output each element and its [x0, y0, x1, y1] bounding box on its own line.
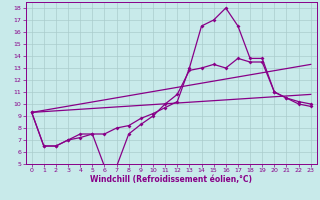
X-axis label: Windchill (Refroidissement éolien,°C): Windchill (Refroidissement éolien,°C)	[90, 175, 252, 184]
